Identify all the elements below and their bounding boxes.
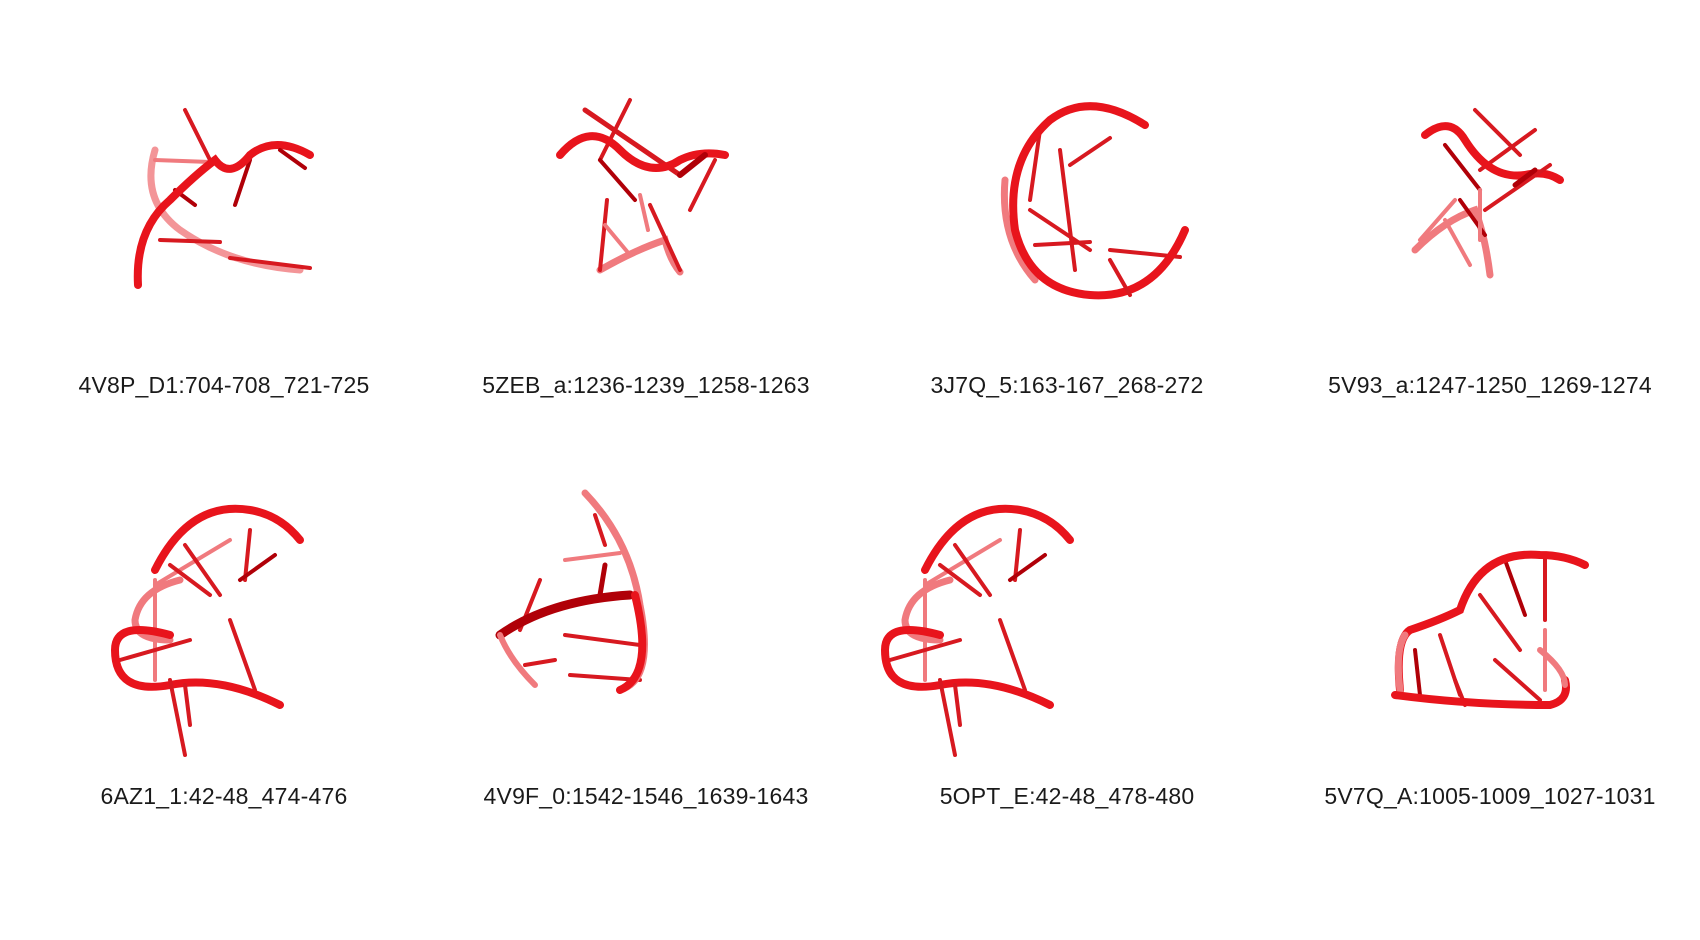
structure-label-5: 6AZ1_1:42-48_474-476 bbox=[100, 783, 348, 809]
rna-structure-3j7q bbox=[1000, 102, 1189, 300]
rna-structure-5v93 bbox=[1411, 108, 1564, 279]
structure-label-3: 3J7Q_5:163-167_268-272 bbox=[930, 372, 1204, 398]
rna-structure-5opt bbox=[880, 504, 1074, 757]
rna-structure-6az1 bbox=[110, 504, 304, 757]
rna-structure-4v8p bbox=[133, 108, 314, 289]
structure-label-6: 4V9F_0:1542-1546_1639-1643 bbox=[483, 783, 809, 809]
structure-label-2: 5ZEB_a:1236-1239_1258-1263 bbox=[482, 372, 810, 398]
rna-structure-5zeb bbox=[556, 98, 729, 276]
structure-label-4: 5V93_a:1247-1250_1269-1274 bbox=[1328, 372, 1652, 398]
rna-structure-5v7q bbox=[1391, 550, 1589, 710]
structure-label-8: 5V7Q_A:1005-1009_1027-1031 bbox=[1324, 783, 1656, 809]
rna-structure-4v9f bbox=[495, 489, 648, 694]
structure-label-7: 5OPT_E:42-48_478-480 bbox=[939, 783, 1195, 809]
structure-label-1: 4V8P_D1:704-708_721-725 bbox=[78, 372, 370, 398]
